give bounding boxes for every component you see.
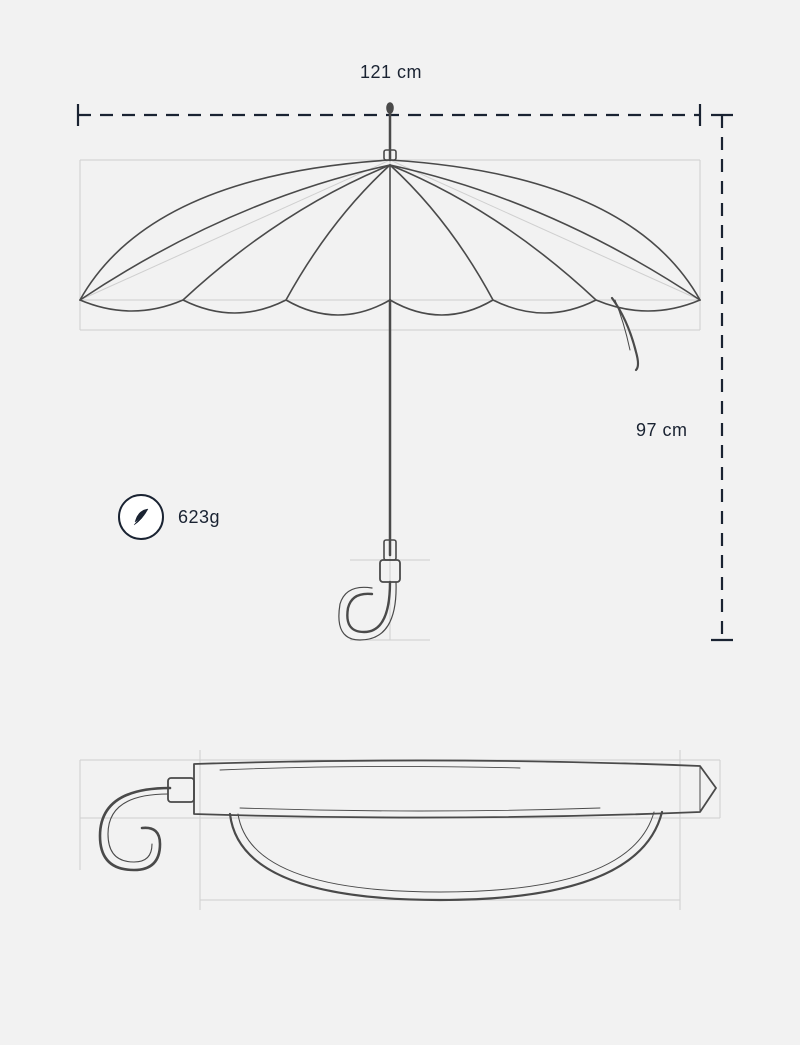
construction-lines-closed [80, 750, 720, 910]
weight-label: 623g [178, 507, 220, 528]
umbrella-closed [100, 760, 716, 900]
umbrella-open [80, 103, 700, 640]
feather-icon [118, 494, 164, 540]
height-dimension [711, 115, 733, 640]
height-label: 97 cm [636, 420, 688, 441]
width-label: 121 cm [360, 62, 422, 83]
weight-badge: 623g [118, 494, 220, 540]
diagram-canvas: 121 cm 97 cm 623g [0, 0, 800, 1040]
